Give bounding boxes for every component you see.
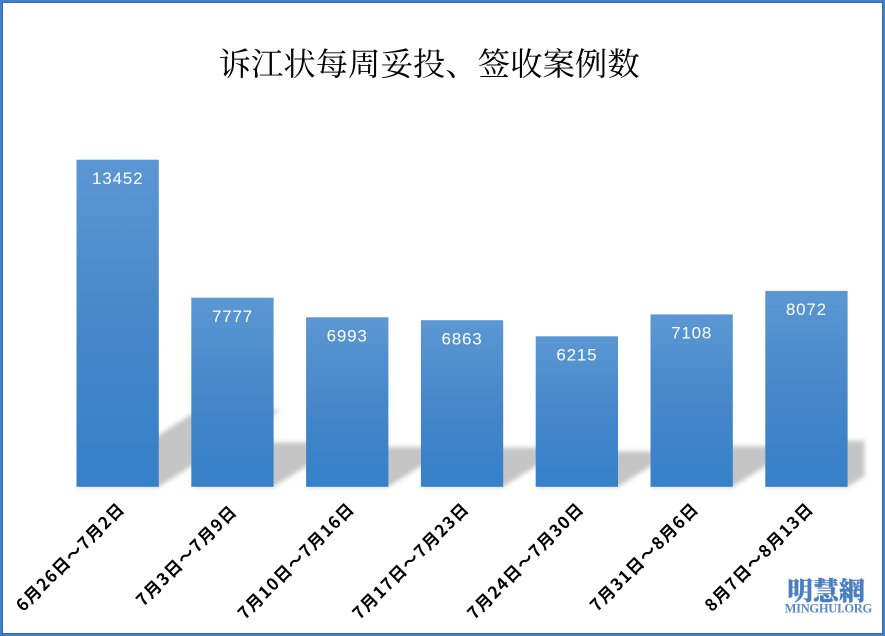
svg-text:6215: 6215 [556,346,597,365]
svg-text:6993: 6993 [327,327,368,346]
svg-text:7777: 7777 [212,307,253,326]
svg-text:7108: 7108 [671,324,712,343]
svg-text:13452: 13452 [92,169,143,188]
svg-text:MINGHUI.ORG: MINGHUI.ORG [785,601,873,615]
svg-text:8072: 8072 [786,300,827,319]
svg-text:6863: 6863 [441,330,482,349]
